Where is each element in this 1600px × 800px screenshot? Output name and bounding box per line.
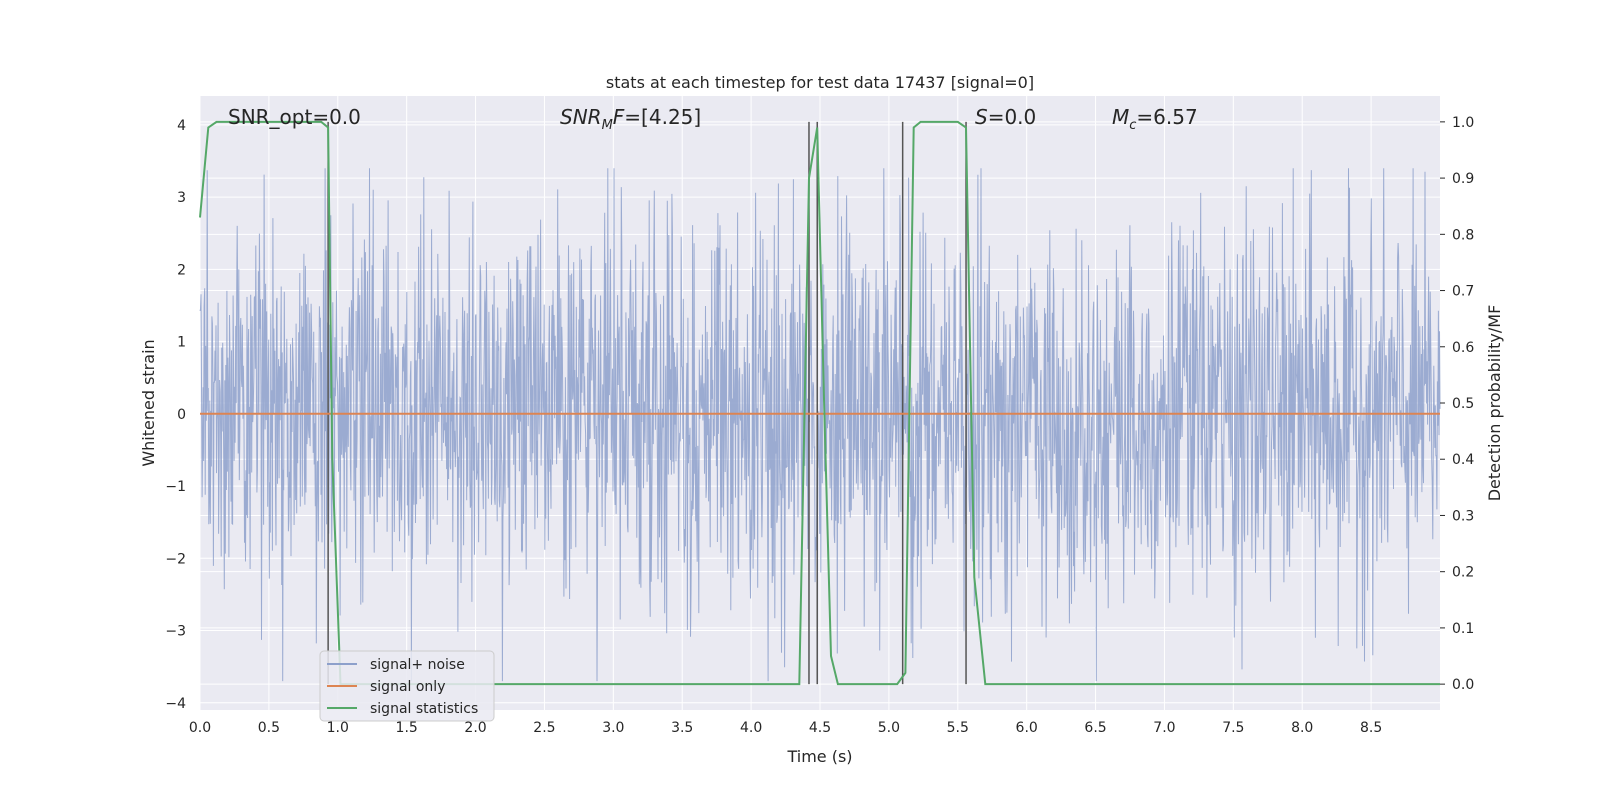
x-tick-label: 1.5 [396,720,418,736]
y-tick-label-left: 4 [177,118,186,134]
y-axis-label-right: Detection probability/MF [1485,305,1504,502]
x-tick-label: 4.5 [809,720,831,736]
annotation-snr-mf-main: SNR [560,105,602,129]
y-tick-label-left: −1 [165,479,186,495]
x-tick-label: 3.5 [671,720,693,736]
y-axis-label-left: Whitened strain [139,339,158,466]
y-tick-label-left: −2 [165,551,186,567]
y-tick-label-right: 0.4 [1452,452,1474,468]
y-tick-label-left: 3 [177,190,186,206]
annotation-s-rest: =0.0 [988,105,1037,129]
x-tick-label: 0.0 [189,720,211,736]
annotation-snr-mf-rest-italic: F [613,105,625,129]
chart-title: stats at each timestep for test data 174… [606,73,1034,92]
x-tick-label: 7.0 [1153,720,1175,736]
x-tick-label: 2.5 [533,720,555,736]
x-axis-label: Time (s) [786,747,852,766]
y-tick-label-left: 2 [177,262,186,278]
y-tick-label-left: 0 [177,407,186,423]
y-tick-label-left: −3 [165,624,186,640]
y-tick-label-right: 0.5 [1452,396,1474,412]
y-tick-label-right: 0.6 [1452,340,1474,356]
legend-box [319,650,495,722]
line-series [199,120,1440,686]
x-tick-label: 4.0 [740,720,762,736]
x-tick-label: 7.5 [1222,720,1244,736]
annotation-mc-rest: =6.57 [1136,105,1197,129]
vertical-markers [327,121,967,685]
y-tick-label-right: 0.7 [1452,284,1474,300]
tick-labels: 0.0 0.5 1.0 1.5 2.0 2.5 3.0 3.5 4.0 4.5 5.0 5.5 6.0 6… [165,115,1474,736]
y-tick-label-right: 1.0 [1452,115,1474,131]
legend-label-signal-statistics: signal statistics [370,701,478,717]
x-tick-label: 1.0 [327,720,349,736]
annotation-snr-mf: SNRMF=[4.25] [560,105,701,133]
y-tick-label-right: 0.2 [1452,565,1474,581]
x-tick-label: 5.5 [947,720,969,736]
y-tick-label-right: 0.9 [1452,171,1474,187]
annotation-snr-opt: SNR_opt=0.0 [228,105,361,129]
y-tick-label-left: 1 [177,335,186,351]
y-tick-label-right: 0.0 [1452,677,1474,693]
annotation-snr-mf-rest: =[4.25] [624,105,701,129]
y-tick-label-right: 0.3 [1452,508,1474,524]
legend: signal+ noise signal only signal statist… [319,650,495,722]
annotation-mc-main: M [1112,105,1129,129]
y-tick-label-right: 0.8 [1452,227,1474,243]
x-tick-label: 8.0 [1291,720,1313,736]
annotation-mc-sub: c [1129,118,1136,133]
annotation-snr-mf-sub: M [602,118,613,133]
noise-series [199,168,1441,682]
x-tick-label: 0.5 [258,720,280,736]
x-tick-label: 5.0 [878,720,900,736]
y-tick-label-right: 0.1 [1452,621,1474,637]
x-tick-label: 8.5 [1360,720,1382,736]
x-tick-label: 2.0 [464,720,486,736]
y-tick-label-left: −4 [165,696,186,712]
x-tick-label: 6.0 [1016,720,1038,736]
legend-label-signal-only: signal only [370,679,445,695]
x-tick-label: 6.5 [1084,720,1106,736]
legend-label-signal-noise: signal+ noise [370,657,465,673]
annotation-mc: Mc=6.57 [1112,105,1198,133]
x-tick-label: 3.0 [602,720,624,736]
series-signal-statistics [199,120,1440,686]
annotation-s: S=0.0 [975,105,1036,129]
annotation-s-main: S [975,105,988,129]
series-signal-noise [199,168,1441,682]
